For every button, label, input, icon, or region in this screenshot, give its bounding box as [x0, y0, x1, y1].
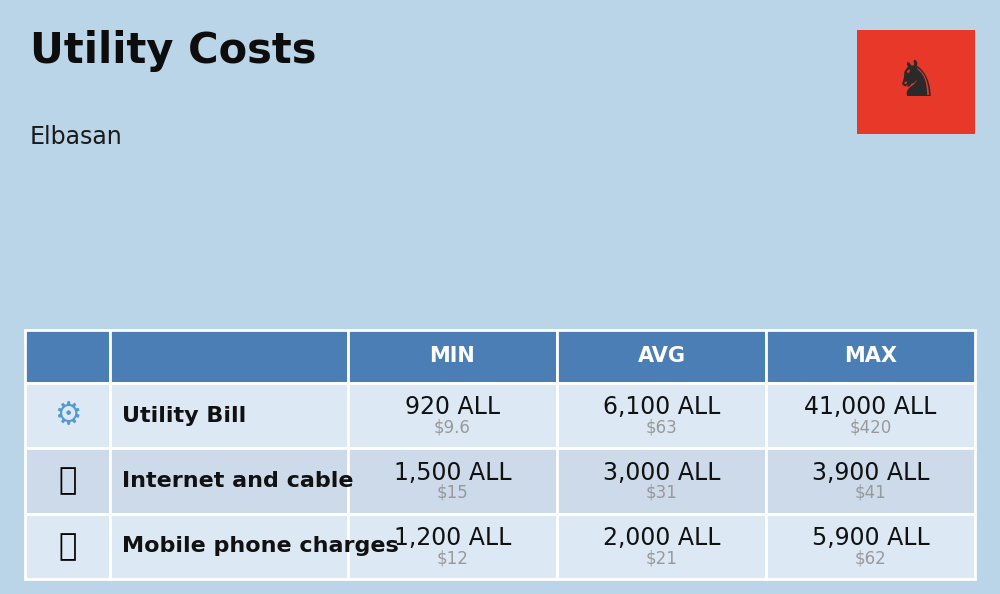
Bar	[557, 383, 766, 448]
Text: 3,000 ALL: 3,000 ALL	[603, 460, 720, 485]
Text: $62: $62	[855, 549, 886, 567]
Text: ♞: ♞	[894, 58, 938, 106]
Text: Utility Costs: Utility Costs	[30, 30, 316, 72]
Bar	[110, 514, 348, 579]
Text: $21: $21	[646, 549, 677, 567]
Text: 5,900 ALL: 5,900 ALL	[812, 526, 929, 550]
Bar	[557, 330, 766, 383]
Text: $31: $31	[646, 484, 677, 502]
Text: $12: $12	[437, 549, 468, 567]
Text: 3,900 ALL: 3,900 ALL	[812, 460, 929, 485]
Text: MIN: MIN	[430, 346, 475, 366]
Text: Internet and cable: Internet and cable	[122, 471, 354, 491]
Text: 1,500 ALL: 1,500 ALL	[394, 460, 511, 485]
Text: $15: $15	[437, 484, 468, 502]
Bar	[348, 514, 557, 579]
Text: Utility Bill: Utility Bill	[122, 406, 247, 426]
Text: MAX: MAX	[844, 346, 897, 366]
Text: Elbasan: Elbasan	[30, 125, 123, 148]
Text: 📱: 📱	[59, 532, 77, 561]
Bar	[110, 448, 348, 514]
Text: 2,000 ALL: 2,000 ALL	[603, 526, 720, 550]
Bar	[557, 448, 766, 514]
Bar	[348, 383, 557, 448]
Text: 920 ALL: 920 ALL	[405, 395, 500, 419]
Text: $63: $63	[646, 419, 677, 437]
Bar	[110, 383, 348, 448]
Bar	[557, 514, 766, 579]
Bar	[25, 514, 110, 579]
Text: 1,200 ALL: 1,200 ALL	[394, 526, 511, 550]
Bar	[766, 514, 975, 579]
Text: ⚙: ⚙	[54, 402, 81, 430]
Bar	[857, 30, 975, 134]
Text: 📶: 📶	[59, 467, 77, 495]
Bar	[110, 330, 348, 383]
Bar	[348, 330, 557, 383]
Bar	[348, 448, 557, 514]
Bar	[766, 330, 975, 383]
Text: AVG: AVG	[638, 346, 686, 366]
Text: Mobile phone charges: Mobile phone charges	[122, 536, 399, 557]
Text: $41: $41	[855, 484, 886, 502]
Bar	[25, 330, 110, 383]
Text: 6,100 ALL: 6,100 ALL	[603, 395, 720, 419]
Bar	[25, 448, 110, 514]
Text: $9.6: $9.6	[434, 419, 471, 437]
Bar	[766, 448, 975, 514]
Text: $420: $420	[849, 419, 892, 437]
Text: 41,000 ALL: 41,000 ALL	[804, 395, 937, 419]
Bar	[766, 383, 975, 448]
Bar	[25, 383, 110, 448]
